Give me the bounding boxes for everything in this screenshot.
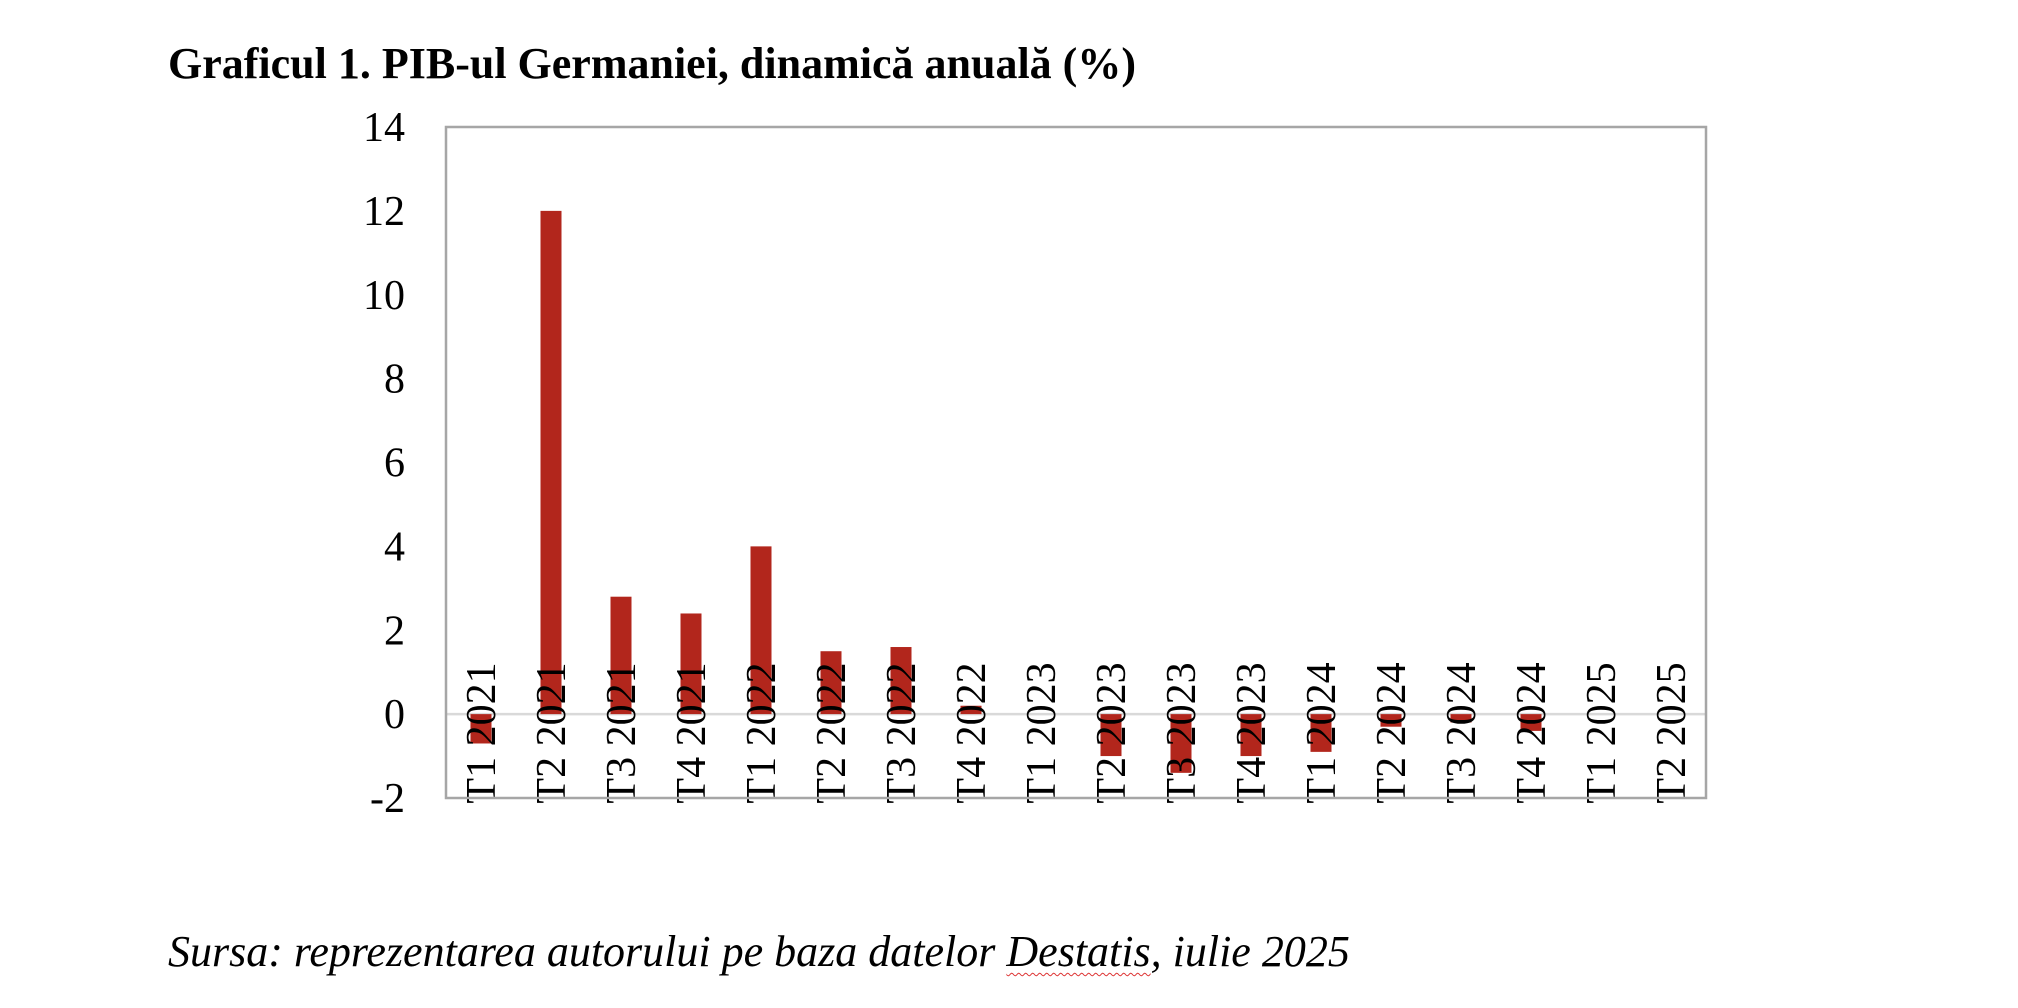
y-axis-ticks: -2 0 2 4 6 8 10 12 14 (363, 105, 405, 822)
bar (680, 613, 702, 715)
y-tick-label: 8 (384, 357, 405, 403)
y-tick-label: 2 (384, 608, 405, 654)
source-name: Destatis (1006, 927, 1151, 976)
y-tick-label: 12 (363, 189, 405, 235)
x-tick-label: T1 2022 (739, 662, 785, 803)
y-tick-label: 14 (363, 105, 405, 151)
bar (1100, 714, 1122, 757)
x-tick-label: T2 2021 (529, 662, 575, 803)
x-tick-label: T1 2023 (1019, 662, 1065, 803)
x-axis-ticks: T1 2021 T2 2021 T3 2021 T4 2021 T1 2022 T2 20… (459, 662, 1695, 803)
x-tick-label: T2 2025 (1649, 662, 1695, 803)
bar (1240, 714, 1262, 757)
x-tick-label: T2 2022 (809, 662, 855, 803)
x-tick-label: T2 2024 (1369, 662, 1415, 803)
bar (1170, 714, 1192, 773)
y-tick-label: 0 (384, 692, 405, 738)
source-suffix: , iulie 2025 (1150, 927, 1350, 976)
x-tick-label: T1 2024 (1299, 662, 1345, 803)
bar (1450, 714, 1472, 723)
x-tick-label: T3 2023 (1159, 662, 1205, 803)
bar (540, 210, 562, 715)
bar (750, 546, 772, 715)
chart-source: Sursa: reprezentarea autorului pe baza d… (168, 926, 1350, 977)
x-tick-label: T2 2023 (1089, 662, 1135, 803)
x-tick-label: T3 2024 (1439, 662, 1485, 803)
bar (820, 651, 842, 715)
x-tick-label: T4 2021 (669, 662, 715, 803)
y-tick-label: 4 (384, 524, 405, 570)
x-tick-label: T3 2021 (599, 662, 645, 803)
y-tick-label: -2 (370, 776, 405, 822)
bar (1380, 714, 1402, 727)
x-tick-label: T4 2024 (1509, 662, 1555, 803)
x-tick-label: T3 2022 (879, 662, 925, 803)
y-tick-label: 10 (363, 273, 405, 319)
bar (1520, 714, 1542, 731)
x-tick-label: T4 2023 (1229, 662, 1275, 803)
bar (470, 714, 492, 744)
x-tick-label: T1 2021 (459, 662, 505, 803)
plot-frame (444, 125, 1708, 800)
bar (1310, 714, 1332, 752)
bar (610, 596, 632, 715)
bar (890, 647, 912, 715)
chart-title: Graficul 1. PIB-ul Germaniei, dinamică a… (168, 39, 1136, 88)
x-tick-label: T4 2022 (949, 662, 995, 803)
bar (960, 705, 982, 715)
y-tick-label: 6 (384, 441, 405, 487)
source-prefix: Sursa: reprezentarea autorului pe baza d… (168, 927, 1007, 976)
bars (470, 210, 1542, 773)
x-tick-label: T1 2025 (1579, 662, 1625, 803)
